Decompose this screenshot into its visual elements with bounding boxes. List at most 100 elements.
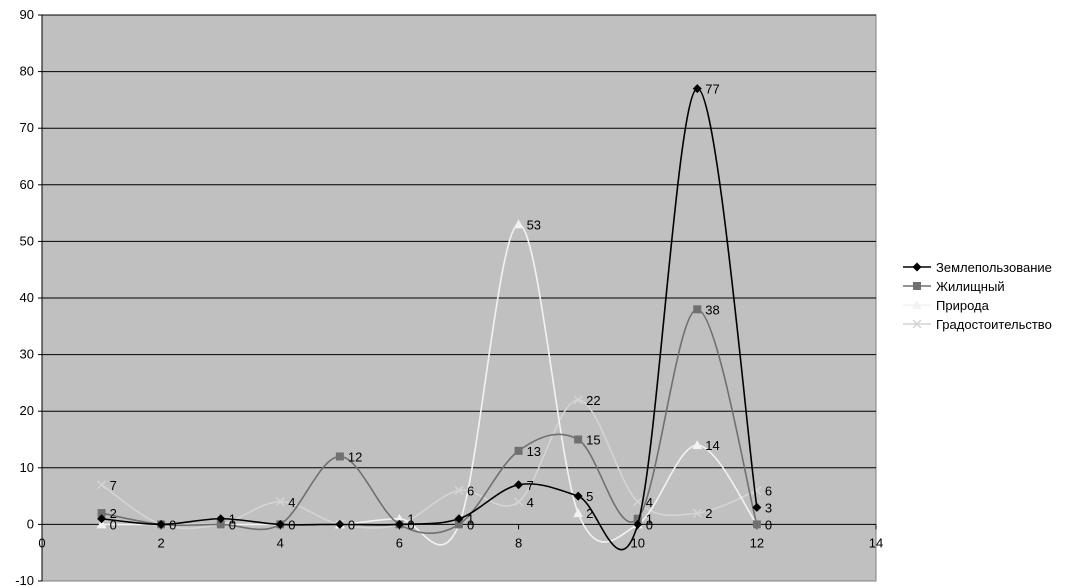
- series-4-point-10: [633, 497, 643, 507]
- legend-item-4: Градостоительство: [903, 317, 1052, 332]
- x-tick-label-0: 0: [38, 535, 45, 550]
- data-label-14: 1: [467, 512, 474, 527]
- legend-item-1: Землепользование: [903, 260, 1052, 275]
- data-label-8: 0: [288, 517, 295, 532]
- x-tick-label-2: 2: [158, 535, 165, 550]
- data-label-9: 12: [348, 449, 362, 464]
- x-tick-label-12: 12: [750, 535, 764, 550]
- data-label-15: 0: [467, 517, 474, 532]
- legend-marker-3: [912, 300, 922, 309]
- data-label-30: 2: [705, 506, 712, 521]
- y-tick-label-50: 50: [20, 233, 34, 248]
- series-2-point-11: [693, 305, 702, 314]
- series-2-point-9: [574, 435, 583, 444]
- series-1-point-2: [156, 519, 166, 529]
- y-tick-label-10: 10: [20, 460, 34, 475]
- series-4-point-11: [692, 508, 702, 518]
- series-1-point-3: [216, 514, 226, 524]
- data-label-4: 0: [169, 517, 176, 532]
- legend-label-1: Землепользование: [936, 260, 1052, 275]
- series-1-point-7: [454, 514, 464, 524]
- x-tick-label-4: 4: [277, 535, 284, 550]
- series-4-point-12-stroke-b: [752, 485, 762, 495]
- legend-item-3: Природа: [903, 298, 990, 313]
- series-2-point-3: [216, 520, 225, 529]
- gridlines: [42, 14, 876, 469]
- data-label-3: 0: [110, 517, 117, 532]
- data-label-6: 0: [229, 517, 236, 532]
- series-2-point-1: [97, 509, 106, 518]
- series-4-point-10-stroke-b: [633, 497, 643, 507]
- series-3-point-8: [513, 219, 524, 229]
- data-label-25: 1: [646, 512, 653, 527]
- series-1-point-10: [633, 519, 643, 529]
- series-4-point-8: [514, 497, 524, 507]
- series-1-point-12: [752, 502, 762, 512]
- data-label-21: 15: [586, 433, 600, 448]
- series-2-point-8: [514, 446, 523, 455]
- data-label-23: 2: [586, 506, 593, 521]
- y-tick-label-70: 70: [20, 120, 34, 135]
- legend-label-2: Жилищный: [936, 279, 1005, 294]
- data-label-16: 53: [527, 217, 541, 232]
- series-1-point-1: [97, 514, 107, 524]
- series-4-point-4-stroke-b: [275, 497, 285, 507]
- legend: Землепользование Жилищный Природа Градостои…: [903, 260, 1052, 332]
- legend-label-3: Природа: [936, 298, 990, 313]
- data-label-13: 6: [467, 483, 474, 498]
- data-label-10: 0: [348, 517, 355, 532]
- data-label-29: 14: [705, 438, 719, 453]
- series-4-point-9: [573, 395, 583, 405]
- series-3-point-11: [692, 440, 703, 450]
- series-1-point-5: [335, 519, 345, 529]
- data-label-20: 22: [586, 393, 600, 408]
- data-label-11: 1: [407, 512, 414, 527]
- y-tick-label-90: 90: [20, 7, 34, 22]
- data-label-33: 0: [765, 517, 772, 532]
- y-tick-label-60: 60: [20, 177, 34, 192]
- legend-label-4: Градостоительство: [936, 317, 1052, 332]
- data-label-7: 4: [288, 495, 295, 510]
- data-label-32: 3: [765, 500, 772, 515]
- series-4-point-1-stroke-b: [97, 480, 107, 490]
- series-1: [97, 84, 762, 551]
- data-label-28: 38: [705, 302, 719, 317]
- data-label-26: 0: [646, 517, 653, 532]
- series-2-point-7: [455, 520, 463, 529]
- data-label-27: 77: [705, 82, 719, 97]
- series-2-point-5: [335, 452, 344, 461]
- series-4-point-7-stroke-b: [454, 485, 464, 495]
- data-label-5: 1: [229, 512, 236, 527]
- series-3-line: [101, 223, 758, 546]
- data-label-24: 4: [646, 495, 653, 510]
- series-4-point-11-stroke-b: [692, 508, 702, 518]
- x-tick-label-10: 10: [630, 535, 644, 550]
- x-tick-label-6: 6: [396, 535, 403, 550]
- y-tick-label-40: 40: [20, 290, 34, 305]
- series-4-point-8-stroke-b: [514, 497, 524, 507]
- data-label-12: 0: [407, 517, 414, 532]
- y-tick-label-20: 20: [20, 403, 34, 418]
- data-label-19: 4: [527, 495, 534, 510]
- series-1-point-6: [394, 519, 404, 529]
- legend-marker-4: [912, 319, 922, 329]
- data-label-31: 6: [765, 483, 772, 498]
- series-1-point-4: [275, 519, 285, 529]
- legend-item-2: Жилищный: [903, 279, 1005, 294]
- y-tick-label--10: -10: [15, 573, 34, 587]
- series-4-point-7: [454, 485, 464, 495]
- series-1-point-11: [692, 84, 702, 94]
- series-2-point-12: [752, 520, 761, 529]
- legend-marker-4-stroke-b: [912, 319, 922, 329]
- y-tick-label-0: 0: [27, 516, 34, 531]
- series-4-point-4: [275, 497, 285, 507]
- series-3-point-1: [96, 519, 107, 529]
- data-label-2: 2: [110, 506, 117, 521]
- x-tick-label-8: 8: [515, 535, 522, 550]
- series-2-point-10: [633, 514, 642, 523]
- series-1-point-8: [514, 480, 524, 490]
- x-tick-label-14: 14: [869, 535, 883, 550]
